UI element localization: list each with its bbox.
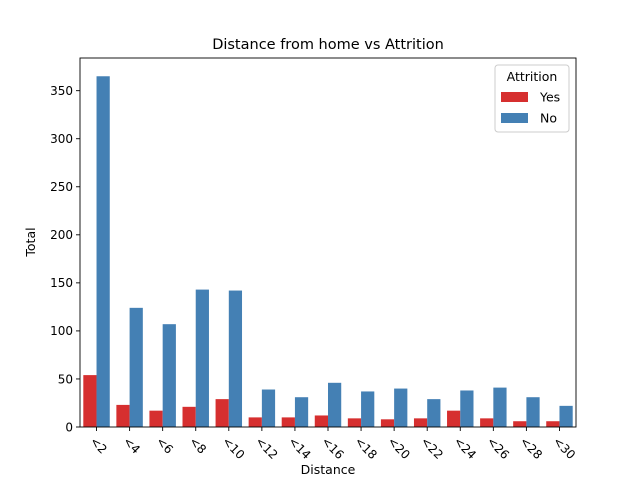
bar-no-14 (559, 405, 573, 427)
bar-no-0 (96, 76, 110, 427)
legend-label-no: No (540, 111, 557, 126)
y-tick-label-7: 350 (50, 84, 73, 98)
bar-no-8 (361, 391, 375, 427)
bar-no-11 (460, 390, 474, 427)
x-axis-label: Distance (301, 462, 356, 477)
bar-yes-1 (116, 404, 130, 427)
x-tick-label-14: <30 (550, 434, 578, 462)
bar-yes-3 (182, 406, 196, 427)
chart-title: Distance from home vs Attrition (212, 37, 444, 53)
bar-yes-8 (347, 418, 362, 427)
bar-yes-11 (447, 410, 461, 427)
x-tick-label-1: <4 (120, 434, 142, 456)
x-tick-label-4: <10 (220, 434, 248, 462)
x-tick-label-3: <8 (187, 434, 209, 456)
y-tick-label-5: 250 (50, 180, 73, 194)
y-tick-label-0: 0 (65, 420, 73, 434)
x-tick-label-13: <28 (517, 434, 545, 462)
legend-swatch-yes (501, 92, 528, 102)
bar-no-4 (228, 290, 243, 427)
bar-no-5 (261, 389, 276, 427)
legend-title: Attrition (507, 69, 558, 84)
y-axis-label: Total (23, 227, 38, 257)
bar-yes-5 (248, 417, 262, 427)
x-tick-label-2: <6 (154, 434, 176, 456)
bar-yes-6 (281, 417, 295, 427)
y-tick-label-6: 300 (50, 132, 73, 146)
bar-no-1 (129, 307, 143, 427)
bar-yes-10 (413, 418, 428, 427)
bar-no-12 (493, 387, 507, 427)
x-tick-label-7: <16 (319, 434, 347, 462)
y-tick-label-2: 100 (50, 324, 73, 338)
bar-yes-13 (513, 421, 527, 427)
y-tick-label-4: 200 (50, 228, 73, 242)
legend: Attrition Yes No (494, 64, 570, 133)
bar-no-9 (394, 388, 408, 427)
x-tick-label-8: <18 (352, 434, 380, 462)
bar-no-10 (427, 399, 441, 427)
x-tick-label-10: <22 (418, 434, 446, 462)
bar-yes-14 (546, 421, 560, 427)
legend-label-yes: Yes (539, 90, 560, 105)
y-axis: 0 50 100 150 200 250 300 350 (50, 84, 80, 434)
plot-frame (79, 57, 577, 428)
x-tick-label-9: <20 (385, 434, 413, 462)
bar-no-3 (195, 289, 209, 427)
y-tick-label-3: 150 (50, 276, 73, 290)
y-tick-label-1: 50 (58, 372, 73, 386)
bar-yes-4 (215, 399, 229, 427)
bar-yes-9 (380, 419, 395, 427)
bar-yes-2 (149, 410, 163, 427)
bar-no-6 (294, 397, 309, 427)
x-tick-label-11: <24 (451, 434, 479, 462)
bar-no-13 (526, 397, 540, 427)
bars-group (83, 76, 573, 427)
x-tick-label-0: <2 (87, 434, 109, 456)
bar-no-2 (162, 324, 176, 427)
bar-yes-12 (480, 418, 494, 427)
bar-yes-0 (83, 375, 97, 427)
bar-yes-7 (314, 415, 328, 427)
bar-no-7 (328, 382, 342, 427)
x-axis: <2 <4 <6 <8 <10 <12 <14 <16 <18 <20 <22 <24 <26 <28 <3… (87, 427, 578, 462)
x-tick-label-5: <12 (253, 434, 281, 462)
x-tick-label-12: <26 (484, 434, 512, 462)
legend-swatch-no (501, 113, 528, 123)
x-tick-label-6: <14 (286, 434, 314, 462)
